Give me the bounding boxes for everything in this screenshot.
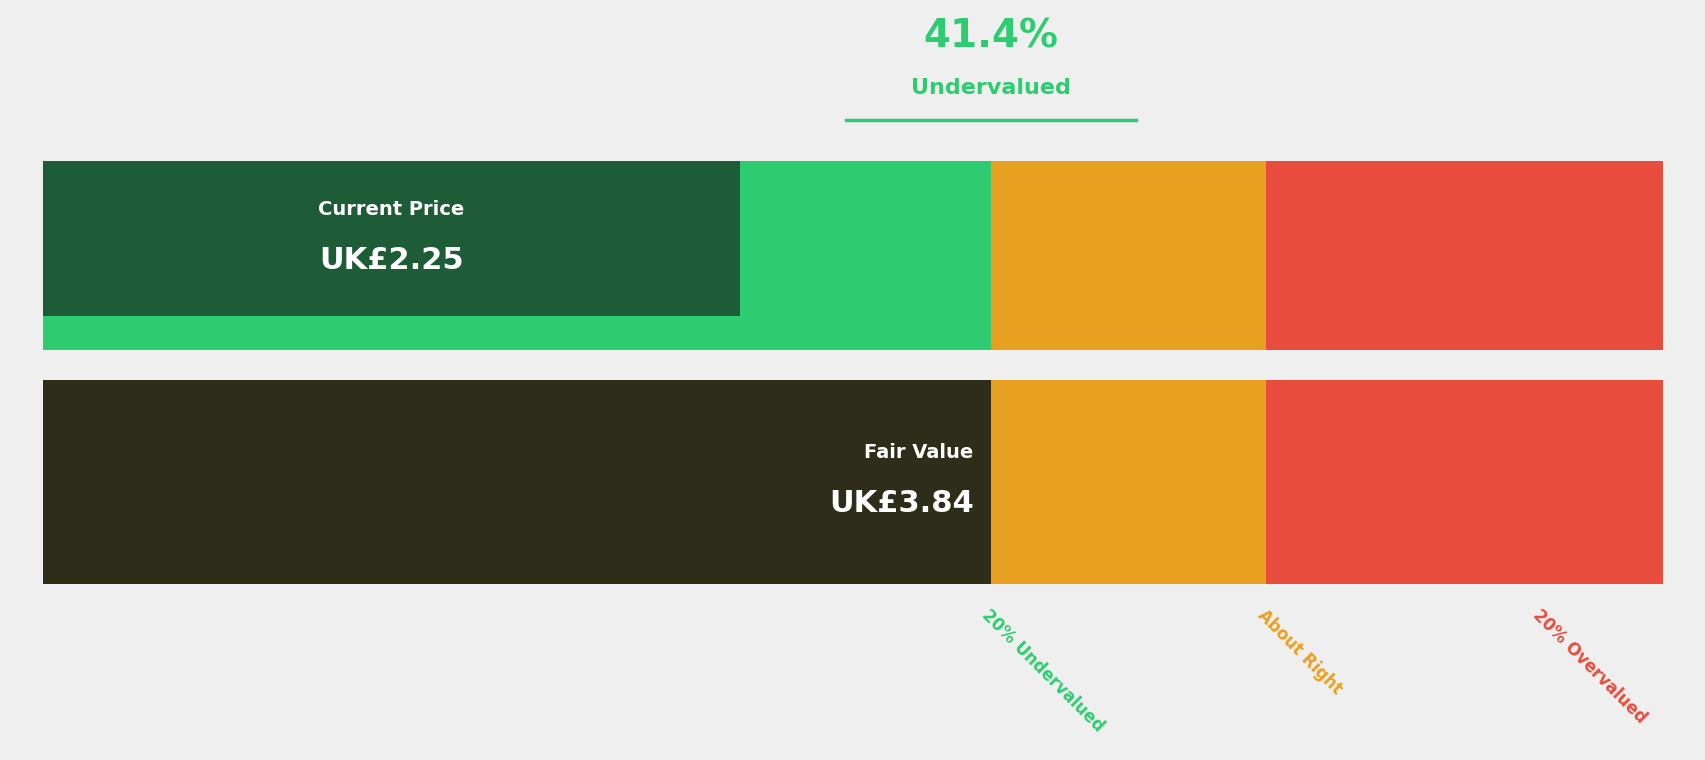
Text: UK£3.84: UK£3.84	[829, 489, 974, 518]
Bar	[991, 160, 1265, 350]
Bar	[43, 160, 991, 350]
Bar	[1265, 160, 1662, 350]
Text: UK£2.25: UK£2.25	[319, 246, 464, 275]
Text: 41.4%: 41.4%	[922, 17, 1057, 55]
Bar	[43, 380, 991, 584]
Text: Fair Value: Fair Value	[864, 443, 974, 462]
Text: Undervalued: Undervalued	[910, 78, 1071, 97]
Bar	[991, 380, 1265, 584]
Text: About Right: About Right	[1253, 606, 1345, 698]
Text: Current Price: Current Price	[317, 200, 464, 219]
Text: 20% Undervalued: 20% Undervalued	[977, 606, 1107, 736]
Bar	[43, 350, 1662, 380]
Bar	[43, 380, 991, 584]
Bar	[1265, 380, 1662, 584]
Bar	[43, 160, 738, 316]
Text: 20% Overvalued: 20% Overvalued	[1528, 606, 1649, 727]
